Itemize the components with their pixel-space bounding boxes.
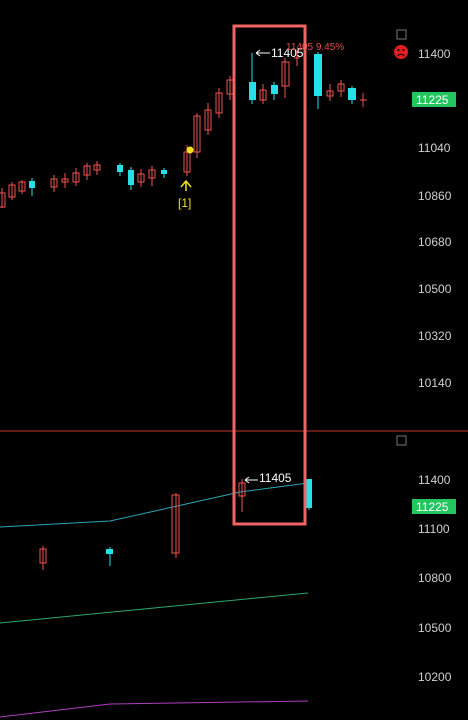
candle [348,86,356,104]
ma-line-cyan [0,482,309,528]
top-candles [0,50,367,208]
up-arrow-icon [180,179,192,191]
ma-line-purple [0,700,309,718]
candle [128,167,134,190]
candle [93,161,101,175]
bottom-price-axis: 11400 11100 10800 10500 10200 [418,473,452,684]
highlight-box [232,24,307,526]
bottom-last-price: 11225 [416,500,449,514]
candle [117,163,123,176]
top-axis-label: 10500 [418,282,452,296]
candle [326,84,334,101]
signal-marker[interactable]: [1] [178,146,194,211]
candle [137,169,145,187]
candle [294,50,300,66]
bottom-axis-label: 11100 [418,522,450,536]
signal-label: [1] [178,196,191,210]
candle [306,479,312,510]
top-price-axis: 11400 11040 10860 10680 10500 10320 1014… [418,47,452,390]
bottom-axis-label: 10200 [418,670,452,684]
candle [281,58,290,98]
candle [171,493,180,558]
candle [193,113,201,158]
candle [106,547,113,566]
top-change-label: 11405 9.45% [286,42,344,53]
candle [161,168,167,178]
bottom-axis-label: 10500 [418,621,452,635]
candle [337,80,345,97]
candle [238,479,246,512]
top-last-price: 11225 [416,93,449,107]
candle [39,546,47,570]
candle [18,180,26,194]
candle [360,93,367,107]
sad-face-icon[interactable] [394,45,408,59]
candle [50,175,58,192]
top-last-price-tag: 11225 [412,92,456,107]
top-axis-label: 11040 [418,141,451,155]
candle [61,173,69,188]
candle [72,168,80,186]
bottom-axis-label: 10800 [418,571,452,585]
top-axis-label: 10140 [418,376,452,390]
top-high-marker: 11405 [255,46,304,60]
bottom-high-label: 11405 [259,471,292,485]
candle [271,82,278,100]
top-high-label: 11405 [271,46,304,60]
top-axis-label: 11400 [418,47,451,61]
bottom-square-icon[interactable] [396,435,407,446]
ma-line-green [0,592,309,624]
top-axis-label: 10680 [418,235,452,249]
top-axis-label: 10320 [418,329,452,343]
candle [83,163,91,180]
bottom-last-price-tag: 11225 [412,499,456,514]
candle [215,88,223,118]
candle [259,84,267,104]
bottom-axis-label: 11400 [418,473,451,487]
bottom-candles [39,479,312,570]
signal-dot-icon [186,146,194,154]
candle [8,182,16,200]
top-price-panel[interactable]: [1] 11405 11405 9.45% 11400 11040 10860 … [0,29,456,390]
candle [0,188,6,208]
candle [314,52,322,109]
candle [29,178,35,196]
bottom-panel[interactable]: 11405 11400 11100 10800 10500 10200 1122… [0,435,456,718]
candle [148,166,156,186]
top-axis-label: 10860 [418,189,452,203]
candle [204,103,212,135]
bottom-high-marker: 11405 [244,471,292,485]
top-square-icon[interactable] [396,29,407,40]
candle [249,53,256,104]
